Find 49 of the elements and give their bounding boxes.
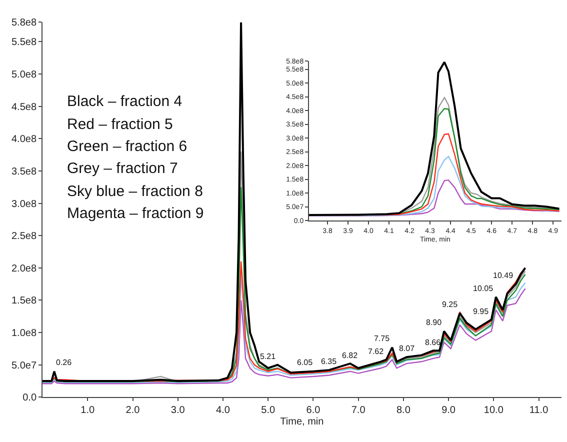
y-tick-label: 5.8e8 (11, 18, 37, 29)
x-tick-label: 2.0 (126, 405, 140, 416)
y-tick-label: 1.0e8 (11, 328, 37, 340)
y-tick-label: 5.5e8 (11, 37, 37, 48)
y-tick-label: 5.0e7 (11, 360, 37, 372)
annotation: 9.25 (442, 300, 458, 309)
annotation: 6.82 (342, 351, 358, 360)
annotation: Sky blue – fraction 8 (67, 183, 203, 200)
x-tick-label: 10.0 (484, 405, 504, 416)
annotation: 0.26 (56, 358, 72, 367)
annotation: 10.05 (473, 284, 494, 293)
x-tick-label: 5.0 (261, 405, 276, 416)
x-tick-label: 3.0 (170, 405, 186, 416)
annotation: Magenta – fraction 9 (67, 205, 204, 222)
y-tick-label: 2.5e8 (11, 231, 37, 242)
line-series (42, 186, 526, 382)
annotation: Grey – fraction 7 (67, 160, 178, 177)
x-tick-label: 9.0 (442, 405, 456, 416)
x-tick-label: 4.0 (216, 405, 230, 416)
x-tick-label: 11.0 (529, 405, 549, 416)
x-tick-label: 1.0 (80, 405, 96, 416)
y-tick-label: 1.5e8 (11, 296, 37, 307)
annotation: 8.90 (426, 318, 442, 327)
y-tick-label: 3.5e8 (11, 166, 37, 178)
y-tick-label: 4.5e8 (11, 102, 37, 113)
annotation: 8.07 (399, 344, 416, 353)
annotation: 7.62 (368, 347, 384, 356)
annotation: 6.35 (321, 357, 338, 366)
y-tick-label: 3.0e8 (11, 198, 37, 210)
annotation: 9.95 (473, 307, 490, 316)
x-tick-label: 6.0 (306, 405, 321, 416)
y-tick-label: 5.0e8 (11, 69, 37, 80)
x-axis-title: Time, min (280, 416, 324, 428)
y-tick-label: 0.0 (22, 392, 37, 404)
annotation: 7.75 (374, 334, 390, 343)
line-series (309, 61, 560, 216)
annotation: 6.05 (297, 358, 314, 367)
line-series (42, 22, 526, 382)
annotation: 5.21 (260, 352, 276, 361)
annotation: Black – fraction 4 (67, 93, 182, 110)
x-tick-label: 8.0 (396, 405, 411, 416)
line-series (309, 179, 560, 216)
x-tick-label: 7.0 (351, 405, 366, 416)
annotation: Red – fraction 5 (67, 116, 173, 133)
y-tick-label: 4.0e8 (11, 134, 37, 146)
annotation: Green – fraction 6 (67, 138, 188, 155)
annotation: 8.66 (425, 338, 442, 347)
annotation: 10.49 (493, 271, 514, 280)
y-tick-label: 2.0e8 (11, 263, 37, 274)
